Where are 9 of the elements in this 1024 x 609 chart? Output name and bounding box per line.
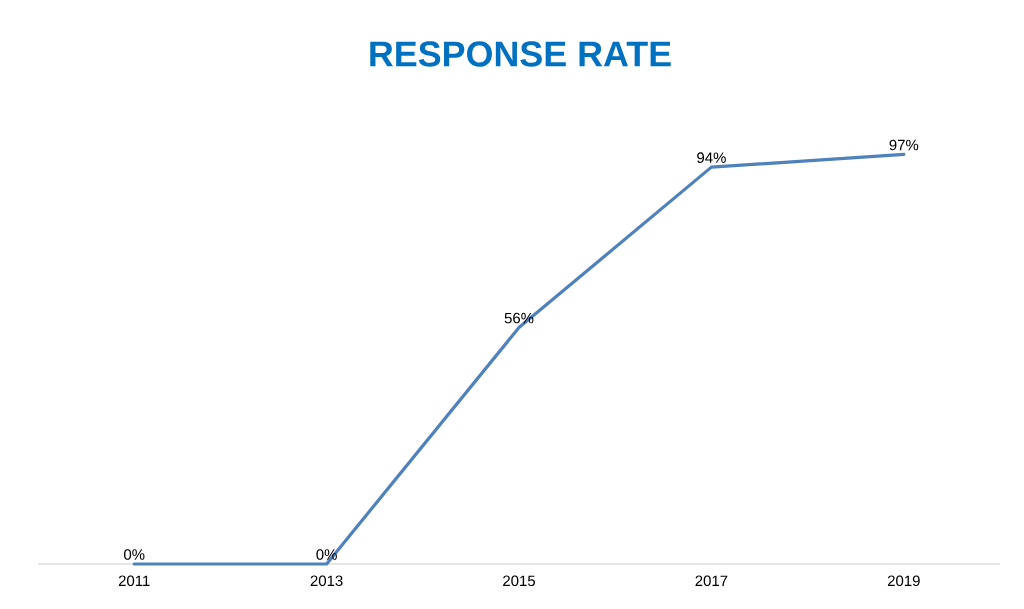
x-tick-label: 2019 [887,575,920,587]
chart-title: RESPONSE RATE [370,41,671,67]
x-tick-label: 2017 [695,575,728,587]
data-label: 0% [123,549,145,560]
x-tick-label: 2015 [503,575,535,587]
data-label: 97% [889,139,919,151]
x-tick-label: 2013 [310,575,343,587]
x-tick-label: 2011 [118,575,150,587]
data-label: 94% [697,152,726,163]
